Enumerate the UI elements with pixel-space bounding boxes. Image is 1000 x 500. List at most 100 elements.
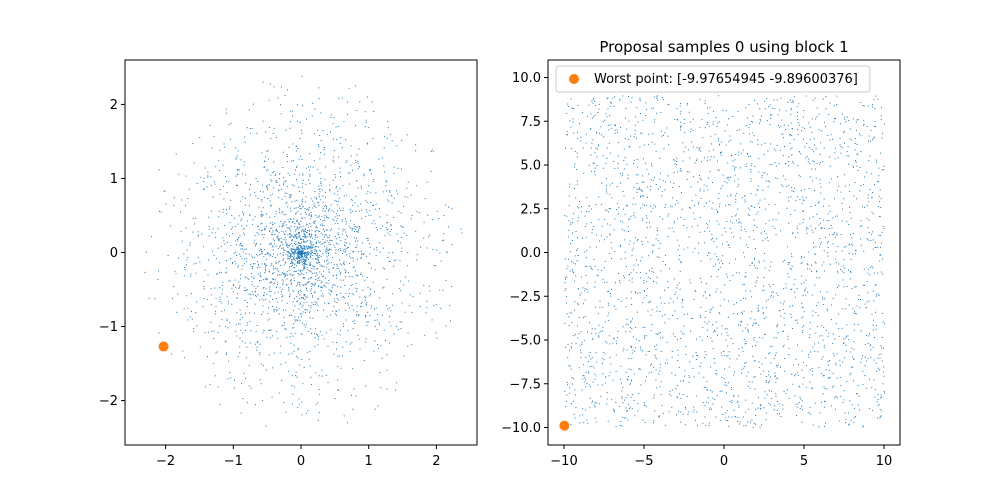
sample-point [209, 384, 211, 386]
sample-point [765, 306, 767, 308]
sample-point [860, 101, 862, 103]
sample-point [284, 94, 286, 96]
sample-point [814, 261, 816, 263]
sample-point [290, 253, 292, 255]
sample-point [642, 195, 644, 197]
sample-point [269, 254, 271, 256]
sample-point [297, 252, 299, 254]
sample-point [302, 252, 304, 254]
sample-point [226, 180, 228, 182]
sample-point [269, 243, 271, 245]
sample-point [415, 144, 417, 146]
sample-point [792, 233, 794, 235]
sample-point [594, 114, 596, 116]
sample-point [721, 333, 723, 335]
sample-point [584, 290, 586, 292]
sample-point [849, 400, 851, 402]
sample-point [277, 236, 279, 238]
sample-point [819, 412, 821, 414]
sample-point [321, 375, 323, 377]
sample-point [256, 242, 258, 244]
sample-point [337, 204, 339, 206]
sample-point [238, 323, 240, 325]
sample-point [278, 239, 280, 241]
sample-point [753, 238, 755, 240]
sample-point [348, 255, 350, 257]
sample-point [685, 408, 687, 410]
sample-point [401, 226, 403, 228]
sample-point [747, 156, 749, 158]
sample-point [709, 295, 711, 297]
sample-point [276, 306, 278, 308]
sample-point [838, 328, 840, 330]
sample-point [291, 235, 293, 237]
sample-point [336, 274, 338, 276]
sample-point [308, 229, 310, 231]
sample-point [631, 249, 633, 251]
sample-point [429, 290, 431, 292]
sample-point [303, 241, 305, 243]
sample-point [304, 261, 306, 263]
sample-point [269, 286, 271, 288]
sample-point [302, 251, 304, 253]
sample-point [829, 165, 831, 167]
sample-point [660, 350, 662, 352]
sample-point [288, 269, 290, 271]
sample-point [703, 357, 705, 359]
sample-point [309, 235, 311, 237]
sample-point [656, 96, 658, 98]
sample-point [356, 231, 358, 233]
sample-point [825, 95, 827, 97]
sample-point [801, 317, 803, 319]
sample-point [803, 256, 805, 258]
sample-point [302, 277, 304, 279]
sample-point [590, 128, 592, 130]
sample-point [594, 152, 596, 154]
sample-point [795, 358, 797, 360]
sample-point [202, 306, 204, 308]
sample-point [338, 389, 340, 391]
sample-point [780, 125, 782, 127]
sample-point [396, 193, 398, 195]
sample-point [431, 319, 433, 321]
sample-point [877, 293, 879, 295]
sample-point [308, 258, 310, 260]
sample-point [276, 269, 278, 271]
sample-point [571, 383, 573, 385]
sample-point [262, 287, 264, 289]
sample-point [228, 181, 230, 183]
sample-point [385, 305, 387, 307]
sample-point [303, 230, 305, 232]
sample-point [649, 300, 651, 302]
sample-point [668, 302, 670, 304]
sample-point [641, 194, 643, 196]
sample-point [308, 281, 310, 283]
sample-point [869, 267, 871, 269]
sample-point [673, 231, 675, 233]
sample-point [572, 269, 574, 271]
sample-point [769, 181, 771, 183]
sample-point [607, 319, 609, 321]
sample-point [565, 288, 567, 290]
sample-point [710, 143, 712, 145]
sample-point [602, 373, 604, 375]
sample-point [852, 118, 854, 120]
sample-point [603, 239, 605, 241]
sample-point [571, 342, 573, 344]
sample-point [695, 351, 697, 353]
sample-point [650, 179, 652, 181]
sample-point [598, 219, 600, 221]
sample-point [307, 236, 309, 238]
sample-point [611, 127, 613, 129]
sample-point [570, 346, 572, 348]
sample-point [242, 398, 244, 400]
sample-point [679, 170, 681, 172]
sample-point [208, 228, 210, 230]
sample-point [640, 384, 642, 386]
sample-point [293, 271, 295, 273]
sample-point [297, 253, 299, 255]
sample-point [842, 147, 844, 149]
sample-point [778, 403, 780, 405]
sample-point [658, 332, 660, 334]
sample-point [290, 219, 292, 221]
